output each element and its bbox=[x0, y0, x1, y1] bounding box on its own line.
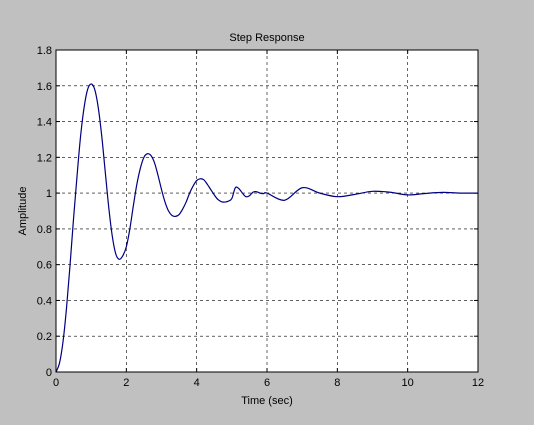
y-axis-label: Amplitude bbox=[17, 187, 29, 236]
y-tick-label: 1.8 bbox=[37, 45, 52, 57]
x-tick-label: 6 bbox=[264, 377, 270, 389]
chart-title: Step Response bbox=[229, 32, 304, 44]
x-axis-label: Time (sec) bbox=[241, 395, 293, 407]
y-tick-label: 1 bbox=[46, 188, 52, 200]
y-tick-label: 1.6 bbox=[37, 81, 52, 93]
x-tick-labels: 0 2 4 6 8 10 12 bbox=[53, 377, 484, 389]
x-tick-label: 2 bbox=[123, 377, 129, 389]
axes-area bbox=[56, 50, 478, 372]
y-tick-label: 0.4 bbox=[37, 295, 52, 307]
x-tick-label: 0 bbox=[53, 377, 59, 389]
y-tick-labels: 0 0.2 0.4 0.6 0.8 1 1.2 1.4 1.6 1.8 bbox=[37, 45, 52, 379]
y-tick-label: 0 bbox=[46, 367, 52, 379]
y-tick-label: 1.4 bbox=[37, 117, 52, 129]
x-tick-label: 8 bbox=[334, 377, 340, 389]
y-tick-label: 1.2 bbox=[37, 152, 52, 164]
y-tick-label: 0.6 bbox=[37, 260, 52, 272]
y-tick-label: 0.8 bbox=[37, 224, 52, 236]
x-tick-label: 12 bbox=[472, 377, 484, 389]
series-line-step-response bbox=[55, 83, 479, 373]
y-tick-label: 0.2 bbox=[37, 331, 52, 343]
x-tick-label: 4 bbox=[194, 377, 200, 389]
axes-frame bbox=[55, 49, 479, 373]
x-tick-label: 10 bbox=[402, 377, 414, 389]
